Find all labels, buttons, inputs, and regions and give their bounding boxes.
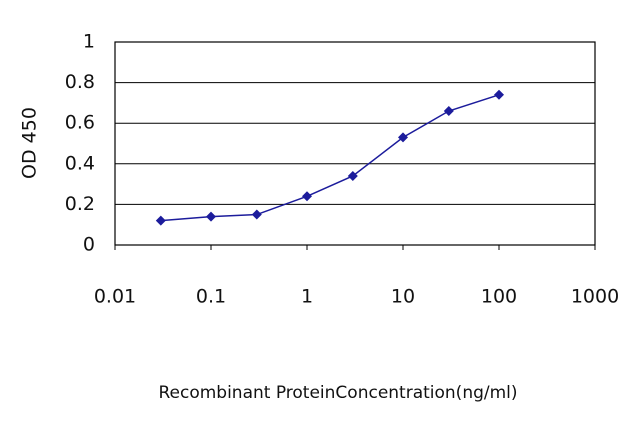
data-point <box>155 215 166 226</box>
x-tick-label: 1000 <box>571 286 619 308</box>
data-point <box>206 211 216 222</box>
data-point <box>251 209 262 220</box>
x-tick-label: 0.01 <box>94 286 136 308</box>
data-point <box>398 132 408 143</box>
data-point <box>347 170 358 181</box>
x-axis-label: Recombinant ProteinConcentration(ng/ml) <box>158 383 517 403</box>
y-tick-label: 0.6 <box>65 112 95 134</box>
y-tick-label: 0.2 <box>65 193 95 215</box>
x-tick-label: 10 <box>391 286 415 308</box>
y-tick-label: 0 <box>83 234 95 256</box>
data-point <box>443 106 454 117</box>
data-point <box>302 191 312 202</box>
y-tick-label: 1 <box>83 31 95 53</box>
x-tick-label: 100 <box>481 286 517 308</box>
y-tick-label: 0.4 <box>65 152 95 174</box>
y-axis-label: OD 450 <box>19 107 41 179</box>
data-line <box>160 94 500 222</box>
y-tick-label: 0.8 <box>65 71 95 93</box>
data-point <box>494 89 504 100</box>
x-tick-label: 1 <box>301 286 313 308</box>
x-tick-label: 0.1 <box>196 286 226 308</box>
